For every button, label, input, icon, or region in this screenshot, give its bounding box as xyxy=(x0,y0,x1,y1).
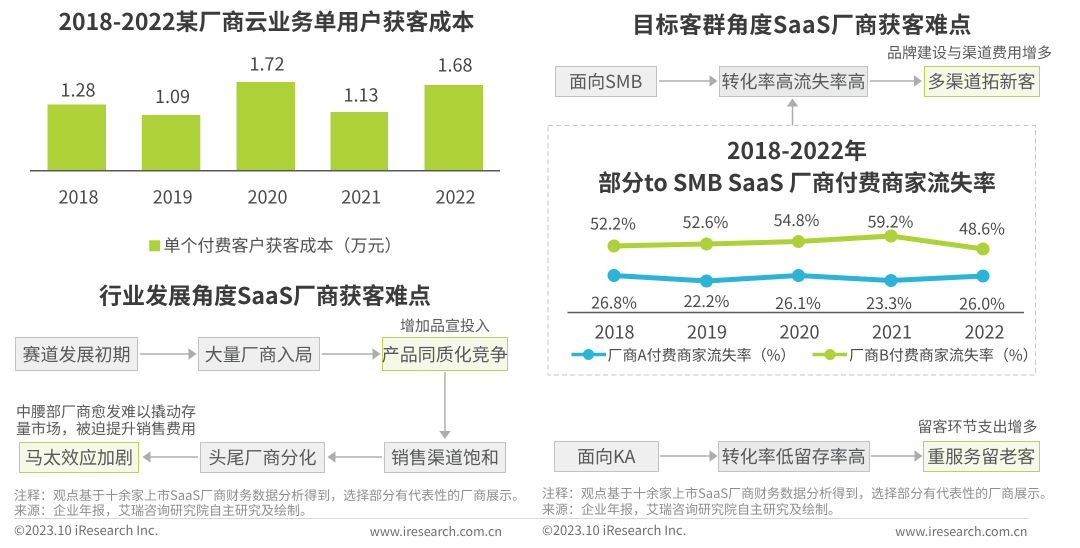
svg-text:48.6%: 48.6% xyxy=(959,216,1005,240)
svg-text:1.28: 1.28 xyxy=(61,77,96,103)
svg-text:54.8%: 54.8% xyxy=(774,207,820,231)
svg-text:2021: 2021 xyxy=(872,319,912,345)
svg-text:22.2%: 22.2% xyxy=(684,288,730,312)
svg-text:23.3%: 23.3% xyxy=(866,290,912,314)
svg-text:2022: 2022 xyxy=(965,319,1005,345)
svg-text:2020: 2020 xyxy=(780,319,820,345)
svg-text:1.68: 1.68 xyxy=(438,52,473,78)
svg-text:2020: 2020 xyxy=(248,184,288,210)
svg-text:59.2%: 59.2% xyxy=(868,209,914,233)
svg-text:厂商B付费商家流失率（%）: 厂商B付费商家流失率（%） xyxy=(849,345,1038,366)
svg-text:26.8%: 26.8% xyxy=(591,290,637,314)
svg-text:26.1%: 26.1% xyxy=(775,290,821,314)
svg-text:厂商A付费商家流失率（%）: 厂商A付费商家流失率（%） xyxy=(608,345,796,366)
svg-text:2018: 2018 xyxy=(595,319,635,345)
svg-text:1.72: 1.72 xyxy=(250,51,285,77)
svg-text:2022: 2022 xyxy=(436,184,476,210)
svg-text:26.0%: 26.0% xyxy=(959,291,1005,315)
svg-text:52.2%: 52.2% xyxy=(590,211,636,235)
svg-text:单个付费客户获客成本（万元）: 单个付费客户获客成本（万元） xyxy=(164,232,402,257)
svg-text:52.6%: 52.6% xyxy=(683,209,729,233)
svg-text:2021: 2021 xyxy=(341,184,381,210)
svg-text:2019: 2019 xyxy=(153,184,193,210)
svg-text:1.13: 1.13 xyxy=(344,82,379,108)
svg-text:2018: 2018 xyxy=(59,184,99,210)
svg-text:1.09: 1.09 xyxy=(155,83,190,109)
svg-text:2019: 2019 xyxy=(687,319,727,345)
